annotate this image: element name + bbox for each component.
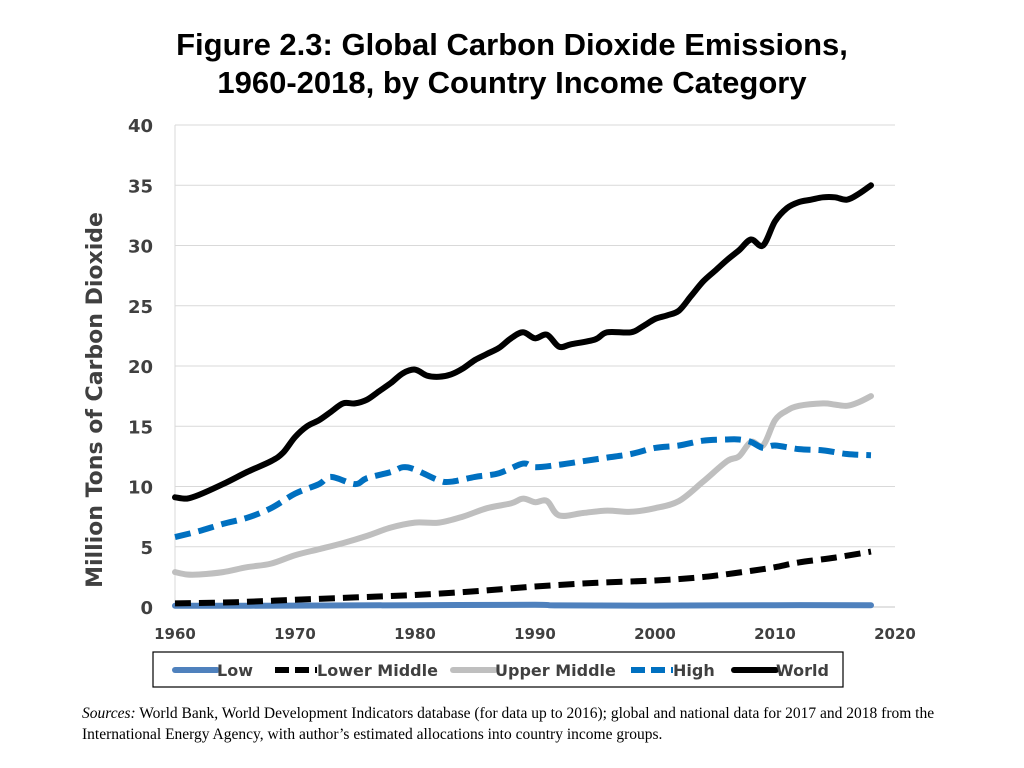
- x-tick-label-2020: 2020: [874, 625, 916, 643]
- y-tick-label-15: 15: [128, 417, 153, 438]
- series-line-high: [174, 436, 872, 541]
- x-tick-label-1960: 1960: [154, 625, 196, 643]
- y-tick-label-5: 5: [140, 538, 153, 559]
- x-tick-label-2000: 2000: [634, 625, 676, 643]
- sources-label: Sources:: [82, 705, 136, 722]
- chart-title-line-1: Figure 2.3: Global Carbon Dioxide Emissi…: [176, 27, 848, 62]
- legend-box: [152, 651, 844, 688]
- series-line-low: [172, 601, 874, 609]
- sources-text: World Bank, World Development Indicators…: [82, 705, 935, 743]
- sources-note: Sources: World Bank, World Development I…: [82, 703, 942, 745]
- legend-label-world: World: [776, 661, 829, 680]
- chart-title: Figure 2.3: Global Carbon Dioxide Emissi…: [0, 26, 1024, 102]
- legend-label-high: High: [673, 661, 715, 680]
- series-line-upper-middle: [172, 393, 874, 578]
- series-lines: [172, 182, 874, 609]
- legend-label-upper-middle: Upper Middle: [495, 661, 616, 680]
- y-tick-label-20: 20: [128, 357, 153, 378]
- gridlines: [175, 124, 895, 548]
- y-tick-label-40: 40: [128, 116, 153, 137]
- y-tick-label-25: 25: [128, 297, 153, 318]
- y-tick-label-10: 10: [128, 478, 153, 499]
- y-tick-labels: 0 5 10 15 20 25 30 35 40: [128, 116, 153, 619]
- y-tick-label-30: 30: [128, 237, 153, 258]
- series-line-lower-middle: [174, 548, 872, 607]
- legend: Low Lower Middle Upper Middle High World: [152, 651, 844, 688]
- legend-label-low: Low: [217, 661, 253, 680]
- y-axis-label: Million Tons of Carbon Dioxide: [83, 212, 108, 588]
- x-tick-labels: 1960 1970 1980 1990 2000 2010 2020: [154, 625, 916, 643]
- x-tick-label-1990: 1990: [514, 625, 556, 643]
- y-tick-label-35: 35: [128, 176, 153, 197]
- x-tick-label-1980: 1980: [394, 625, 436, 643]
- line-chart: 0 5 10 15 20 25 30 35 40 1960 1970 1980 1990 2000 201…: [83, 116, 916, 688]
- x-tick-label-2010: 2010: [754, 625, 796, 643]
- series-line-world: [172, 182, 874, 502]
- chart-title-line-2: 1960-2018, by Country Income Category: [217, 65, 807, 100]
- y-tick-label-0: 0: [140, 598, 153, 619]
- legend-label-lower-middle: Lower Middle: [317, 661, 438, 680]
- x-tick-label-1970: 1970: [274, 625, 316, 643]
